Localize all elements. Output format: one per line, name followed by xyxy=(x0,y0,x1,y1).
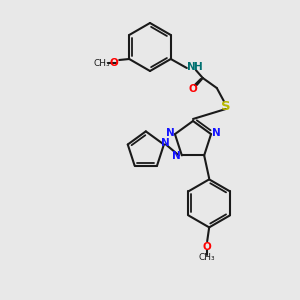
Text: S: S xyxy=(221,100,231,112)
Text: N: N xyxy=(172,152,181,161)
Text: CH₃: CH₃ xyxy=(199,253,215,262)
Text: N: N xyxy=(212,128,220,138)
Text: H: H xyxy=(194,62,203,72)
Text: CH₃: CH₃ xyxy=(94,58,110,68)
Text: N: N xyxy=(166,128,174,138)
Text: O: O xyxy=(203,242,212,252)
Text: O: O xyxy=(188,84,197,94)
Text: N: N xyxy=(188,62,196,72)
Text: O: O xyxy=(110,58,118,68)
Text: N: N xyxy=(160,139,169,148)
